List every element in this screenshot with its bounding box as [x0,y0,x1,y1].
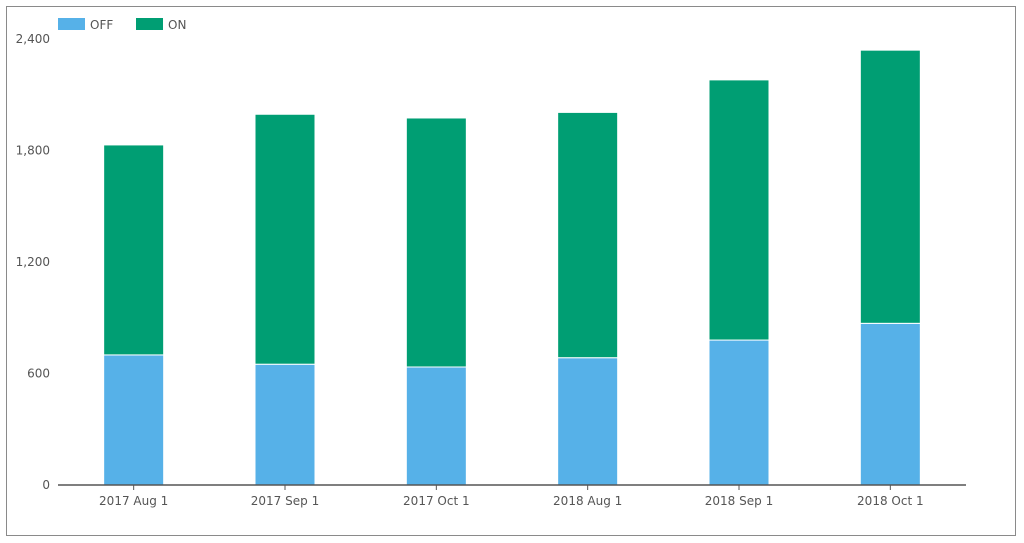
bar-off-2 [405,366,467,486]
y-tick-label: 600 [27,367,50,381]
bars [103,49,921,486]
x-tick-label: 2018 Sep 1 [705,494,773,508]
bar-on-3 [557,111,619,359]
bar-on-1 [254,113,316,365]
legend-label-off: OFF [90,18,113,32]
y-tick-label: 0 [42,478,50,492]
bar-on-4 [708,79,770,341]
bar-on-5 [859,49,921,324]
x-tick-label: 2017 Sep 1 [251,494,319,508]
x-axis: 2017 Aug 1 2017 Sep 1 2017 Oct 1 2018 Aug 1… [99,485,924,508]
legend-label-on: ON [168,18,186,32]
bar-on-0 [103,144,165,356]
x-tick-label: 2017 Oct 1 [403,494,470,508]
bar-off-1 [254,363,316,486]
y-tick-label: 1,200 [16,255,50,269]
y-axis: 0 600 1,200 1,800 2,400 [16,32,50,492]
legend-swatch-on [136,18,163,30]
x-tick-label: 2018 Aug 1 [553,494,622,508]
bar-off-3 [557,357,619,486]
legend: OFF ON [58,18,186,32]
x-tick-label: 2018 Oct 1 [857,494,924,508]
y-tick-label: 1,800 [16,144,50,158]
x-tick-label: 2017 Aug 1 [99,494,168,508]
legend-swatch-off [58,18,85,30]
y-tick-label: 2,400 [16,32,50,46]
bar-off-4 [708,339,770,486]
chart-frame [6,6,1016,536]
bar-off-5 [859,322,921,486]
bar-off-0 [103,354,165,486]
bar-on-2 [405,117,467,368]
